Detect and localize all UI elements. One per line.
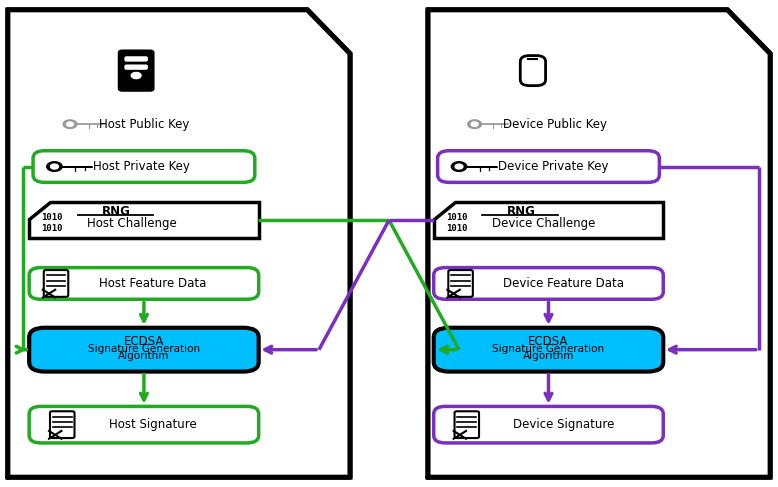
Text: Host Private Key: Host Private Key: [93, 160, 191, 173]
Circle shape: [455, 164, 463, 169]
Circle shape: [67, 122, 73, 126]
FancyBboxPatch shape: [434, 328, 663, 372]
Text: Signature Generation: Signature Generation: [88, 344, 200, 354]
Text: Device Feature Data: Device Feature Data: [503, 277, 625, 290]
Circle shape: [468, 120, 482, 129]
Circle shape: [471, 122, 478, 126]
Text: Host Challenge: Host Challenge: [87, 217, 177, 229]
Circle shape: [131, 73, 141, 78]
FancyBboxPatch shape: [33, 150, 255, 182]
Circle shape: [47, 162, 62, 171]
FancyBboxPatch shape: [434, 268, 663, 299]
FancyBboxPatch shape: [50, 411, 75, 438]
FancyBboxPatch shape: [30, 328, 258, 372]
Text: Signature Generation: Signature Generation: [492, 344, 605, 354]
Text: Host Public Key: Host Public Key: [99, 118, 189, 131]
FancyBboxPatch shape: [30, 406, 258, 443]
Text: 1010: 1010: [41, 213, 63, 222]
FancyBboxPatch shape: [454, 411, 479, 438]
FancyBboxPatch shape: [434, 406, 663, 443]
Text: Device Public Key: Device Public Key: [503, 118, 608, 131]
FancyBboxPatch shape: [124, 65, 148, 69]
Polygon shape: [30, 202, 258, 238]
Circle shape: [63, 120, 77, 129]
FancyBboxPatch shape: [520, 56, 545, 86]
FancyBboxPatch shape: [437, 150, 659, 182]
Polygon shape: [428, 10, 770, 477]
FancyBboxPatch shape: [44, 270, 68, 297]
Text: Host Feature Data: Host Feature Data: [99, 277, 206, 290]
Circle shape: [51, 164, 58, 169]
Text: ECDSA: ECDSA: [124, 335, 164, 348]
Text: Algorithm: Algorithm: [118, 352, 170, 361]
Text: Device Signature: Device Signature: [513, 418, 615, 431]
Text: 1010: 1010: [446, 225, 468, 233]
Text: ECDSA: ECDSA: [528, 335, 569, 348]
Text: 1010: 1010: [41, 225, 63, 233]
Text: Algorithm: Algorithm: [523, 352, 574, 361]
Text: 1010: 1010: [446, 213, 468, 222]
Text: RNG: RNG: [102, 205, 131, 218]
Circle shape: [451, 162, 467, 171]
Polygon shape: [8, 10, 350, 477]
Text: Device Private Key: Device Private Key: [498, 160, 608, 173]
FancyBboxPatch shape: [118, 50, 154, 91]
Text: Host Signature: Host Signature: [109, 418, 197, 431]
FancyBboxPatch shape: [30, 268, 258, 299]
FancyBboxPatch shape: [448, 270, 473, 297]
Text: RNG: RNG: [506, 205, 536, 218]
FancyBboxPatch shape: [124, 56, 148, 61]
Text: Device Challenge: Device Challenge: [492, 217, 595, 229]
Polygon shape: [434, 202, 663, 238]
